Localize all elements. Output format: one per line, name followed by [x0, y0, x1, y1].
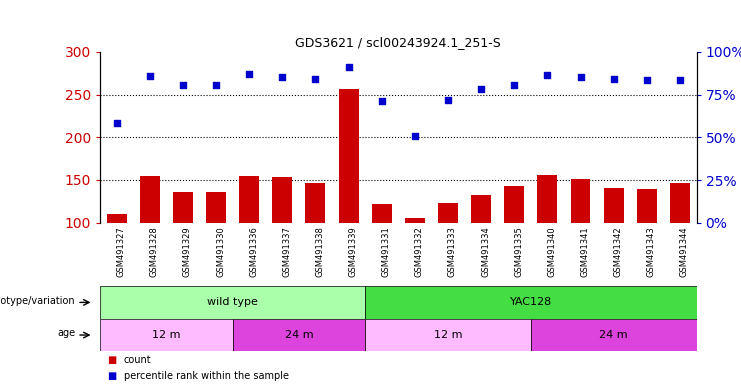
Text: GSM491341: GSM491341: [580, 226, 590, 276]
Bar: [305, 182, 325, 223]
Bar: [365, 319, 531, 351]
Text: genotype/variation: genotype/variation: [0, 296, 75, 306]
Text: GSM491343: GSM491343: [647, 226, 656, 276]
Bar: [637, 189, 657, 223]
Text: YAC128: YAC128: [510, 297, 552, 308]
Point: [508, 82, 520, 88]
Point: [409, 133, 421, 139]
Text: 24 m: 24 m: [285, 330, 313, 340]
Text: GSM491334: GSM491334: [481, 226, 490, 276]
Point: [442, 97, 454, 103]
Text: GSM491329: GSM491329: [183, 226, 192, 276]
Bar: [505, 186, 524, 223]
Text: GSM491328: GSM491328: [150, 226, 159, 276]
Bar: [405, 218, 425, 223]
Bar: [273, 177, 292, 223]
Point: [608, 76, 619, 82]
Point: [177, 82, 189, 88]
Point: [376, 98, 388, 104]
Bar: [531, 319, 697, 351]
Text: GSM491340: GSM491340: [548, 226, 556, 276]
Point: [574, 74, 586, 81]
Text: GSM491338: GSM491338: [316, 226, 325, 277]
Bar: [339, 89, 359, 223]
Point: [674, 77, 686, 83]
Text: 12 m: 12 m: [152, 330, 181, 340]
Bar: [239, 176, 259, 223]
Bar: [233, 319, 365, 351]
Text: GSM491344: GSM491344: [680, 226, 689, 276]
Text: GSM491330: GSM491330: [216, 226, 225, 276]
Text: GSM491327: GSM491327: [116, 226, 126, 276]
Text: wild type: wild type: [207, 297, 258, 308]
Text: GSM491333: GSM491333: [448, 226, 457, 277]
Text: GSM491332: GSM491332: [415, 226, 424, 276]
Text: 24 m: 24 m: [599, 330, 628, 340]
Text: age: age: [57, 328, 75, 338]
Text: count: count: [124, 354, 151, 364]
Point: [641, 77, 653, 83]
Bar: [604, 188, 624, 223]
Point: [475, 86, 487, 92]
Bar: [365, 286, 697, 319]
Text: GSM491339: GSM491339: [348, 226, 358, 276]
Point: [144, 73, 156, 79]
Bar: [100, 286, 365, 319]
Text: ■: ■: [107, 371, 116, 381]
Bar: [571, 179, 591, 223]
Bar: [372, 204, 392, 223]
Text: GSM491335: GSM491335: [514, 226, 523, 276]
Bar: [471, 195, 491, 223]
Point: [310, 76, 322, 82]
Bar: [107, 214, 127, 223]
Point: [110, 120, 122, 126]
Point: [276, 74, 288, 80]
Point: [542, 72, 554, 78]
Bar: [100, 319, 233, 351]
Bar: [537, 175, 557, 223]
Bar: [206, 192, 226, 223]
Title: GDS3621 / scl00243924.1_251-S: GDS3621 / scl00243924.1_251-S: [296, 36, 501, 49]
Text: GSM491331: GSM491331: [382, 226, 391, 276]
Bar: [438, 203, 458, 223]
Text: 12 m: 12 m: [433, 330, 462, 340]
Text: percentile rank within the sample: percentile rank within the sample: [124, 371, 289, 381]
Point: [243, 71, 255, 77]
Bar: [173, 192, 193, 223]
Text: GSM491342: GSM491342: [614, 226, 622, 276]
Bar: [140, 176, 160, 223]
Text: GSM491336: GSM491336: [249, 226, 258, 277]
Text: GSM491337: GSM491337: [282, 226, 291, 277]
Point: [342, 64, 354, 70]
Point: [210, 82, 222, 88]
Text: ■: ■: [107, 354, 116, 364]
Bar: [670, 182, 690, 223]
